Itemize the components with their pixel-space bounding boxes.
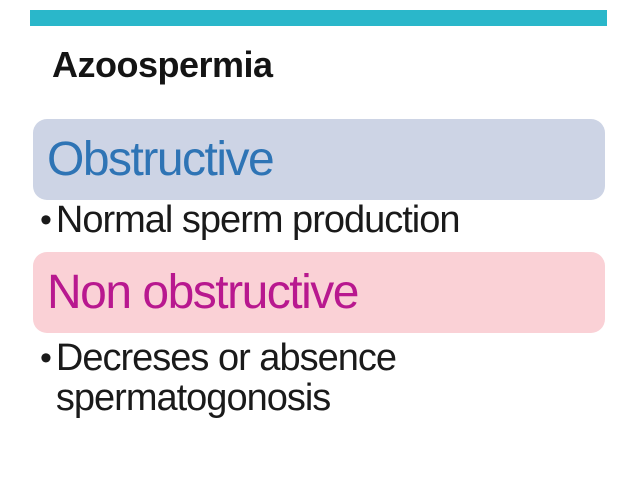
bullet-text-line: Decreses or absence [55,337,397,379]
obstructive-bullet-text: Normal sperm production [55,199,461,241]
slide-title: Azoospermia [52,44,273,85]
bullet-text-line: Normal sperm production [55,199,461,241]
non-obstructive-bullet-item: • Decreses or absence spermatogonosis [40,337,397,419]
non-obstructive-box: Non obstructive [33,252,605,333]
obstructive-box: Obstructive [33,119,605,200]
non-obstructive-bullet-text: Decreses or absence spermatogonosis [55,337,397,419]
obstructive-heading: Obstructive [47,133,275,186]
non-obstructive-heading: Non obstructive [47,266,360,319]
bullet-icon: • [40,201,52,239]
bullet-icon: • [40,339,52,377]
bullet-text-line: spermatogonosis [55,377,331,419]
accent-bar [30,10,607,26]
obstructive-bullet-item: • Normal sperm production [40,199,461,241]
